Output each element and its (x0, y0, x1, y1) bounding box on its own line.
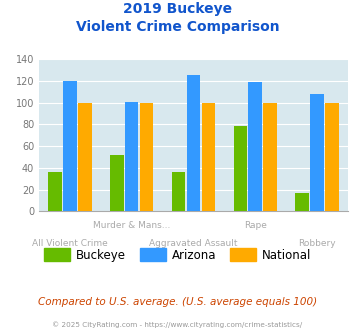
Bar (48, 172, 62, 211)
Bar (310, 94, 324, 211)
Text: Robbery: Robbery (298, 239, 336, 248)
Bar (187, 75, 200, 211)
Bar (248, 82, 262, 211)
Text: Compared to U.S. average. (U.S. average equals 100): Compared to U.S. average. (U.S. average … (38, 297, 317, 307)
Bar (202, 103, 215, 211)
Bar (78, 103, 92, 211)
Bar (140, 103, 153, 211)
Bar (172, 172, 185, 211)
Bar (63, 81, 77, 211)
Text: All Violent Crime: All Violent Crime (32, 239, 108, 248)
Bar (125, 102, 138, 211)
Bar (234, 125, 247, 211)
Bar (110, 155, 124, 211)
Bar (325, 103, 339, 211)
Bar (263, 103, 277, 211)
Text: © 2025 CityRating.com - https://www.cityrating.com/crime-statistics/: © 2025 CityRating.com - https://www.city… (53, 322, 302, 328)
Bar (295, 193, 309, 211)
Text: Violent Crime Comparison: Violent Crime Comparison (76, 20, 279, 34)
Text: 2019 Buckeye: 2019 Buckeye (123, 2, 232, 16)
Legend: Buckeye, Arizona, National: Buckeye, Arizona, National (39, 244, 316, 266)
Text: Rape: Rape (244, 221, 267, 230)
Text: Murder & Mans...: Murder & Mans... (93, 221, 170, 230)
Text: Aggravated Assault: Aggravated Assault (149, 239, 238, 248)
